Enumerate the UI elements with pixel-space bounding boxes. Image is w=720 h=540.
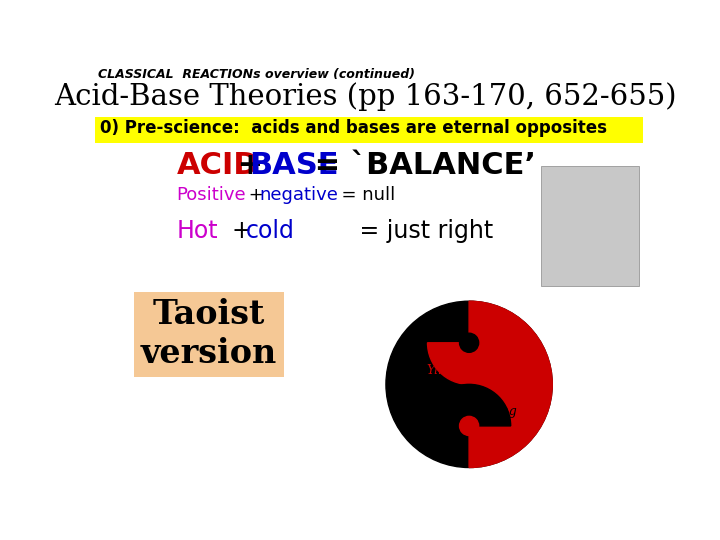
Bar — [134, 292, 284, 377]
Bar — [541, 166, 639, 286]
Text: Yin: Yin — [427, 364, 446, 377]
Text: 0) Pre-science:  acids and bases are eternal opposites: 0) Pre-science: acids and bases are eter… — [99, 119, 606, 138]
Text: Yang: Yang — [486, 405, 517, 418]
Text: negative: negative — [260, 186, 338, 205]
Text: +: + — [217, 219, 260, 243]
Text: = `BALANCE’: = `BALANCE’ — [304, 151, 536, 180]
Text: +: + — [227, 151, 274, 180]
Text: Positive: Positive — [176, 186, 246, 205]
Circle shape — [386, 301, 552, 468]
Circle shape — [459, 416, 479, 435]
Text: = just right: = just right — [292, 219, 493, 243]
Bar — [95, 117, 643, 143]
Wedge shape — [469, 301, 552, 468]
Text: Hot: Hot — [176, 219, 218, 243]
Wedge shape — [428, 384, 510, 426]
Text: = null: = null — [330, 186, 396, 205]
Text: +: + — [243, 186, 269, 205]
Text: Acid-Base Theories (pp 163-170, 652-655): Acid-Base Theories (pp 163-170, 652-655) — [54, 82, 676, 111]
Wedge shape — [428, 343, 510, 384]
Text: version: version — [141, 336, 277, 369]
Text: BASE: BASE — [250, 151, 339, 180]
Text: Taoist: Taoist — [153, 298, 266, 331]
Text: CLASSICAL  REACTIONs overview (continued): CLASSICAL REACTIONs overview (continued) — [98, 68, 415, 81]
Circle shape — [459, 333, 479, 352]
Text: ACID: ACID — [176, 151, 259, 180]
Text: cold: cold — [246, 219, 294, 243]
